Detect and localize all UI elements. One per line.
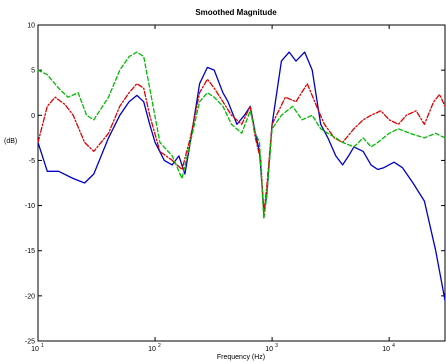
x-axis-label: Frequency (Hz) [217, 354, 265, 361]
series-line-1 [37, 51, 446, 302]
series-layer [37, 51, 446, 302]
x-tick-label: 10 [265, 346, 273, 353]
x-tick-label: 10 [382, 346, 390, 353]
y-tick-label: 0 [31, 113, 35, 120]
x-axis: 10 1 10 2 10 3 10 4 [31, 25, 395, 353]
x-tick-label: 10 [31, 346, 39, 353]
y-axis: 10 5 0 -5 -10 -15 -20 -25 [25, 23, 445, 346]
y-axis-label: (dB) [4, 138, 17, 145]
x-tick-label: 10 [148, 346, 156, 353]
y-tick-label: -20 [25, 293, 35, 300]
y-tick-label: 5 [31, 68, 35, 75]
plot-frame [37, 24, 446, 342]
y-tick-label: -15 [25, 248, 35, 255]
y-tick-label: 10 [27, 23, 35, 30]
y-tick-label: -10 [25, 203, 35, 210]
x-tick-exponent: 3 [275, 343, 278, 349]
series-line-3 [37, 51, 446, 220]
x-tick-exponent: 4 [392, 343, 395, 349]
x-tick-exponent: 2 [158, 343, 161, 349]
y-tick-label: -25 [25, 339, 35, 346]
y-tick-label: -5 [29, 158, 35, 165]
x-tick-exponent: 1 [41, 343, 44, 349]
series-line-2 [37, 78, 446, 216]
chart-title: Smoothed Magnitude [195, 8, 277, 17]
